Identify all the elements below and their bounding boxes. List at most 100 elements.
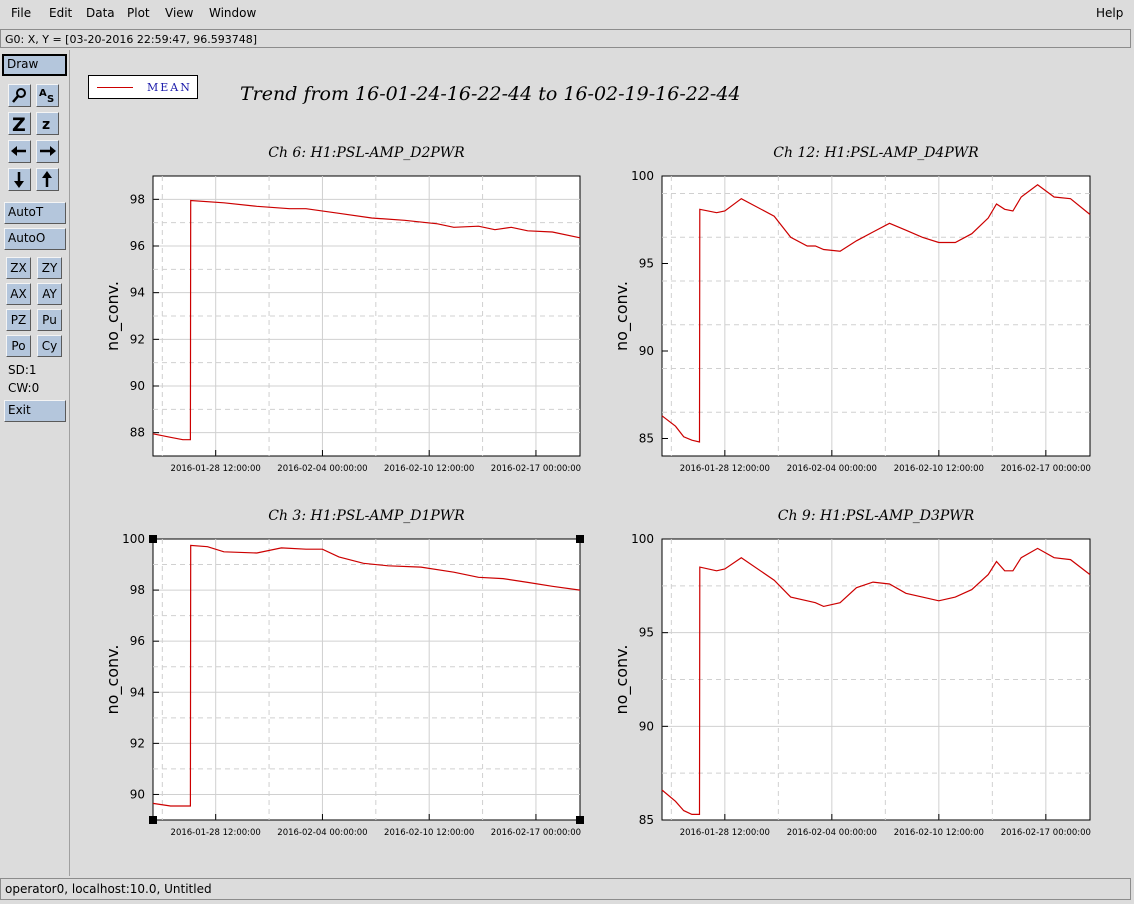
y-axis-label: no_conv. xyxy=(103,645,123,715)
menu-edit[interactable]: Edit xyxy=(49,6,73,20)
pz-button[interactable]: PZ xyxy=(6,309,31,331)
y-axis-label: no_conv. xyxy=(612,281,632,351)
pan-up-button[interactable] xyxy=(36,168,59,191)
magnifier-button[interactable] xyxy=(8,84,31,107)
autoo-button[interactable]: AutoO xyxy=(4,228,66,250)
series-line xyxy=(152,199,581,441)
status-bar: operator0, localhost:10.0, Untitled xyxy=(0,878,1131,900)
selection-handle xyxy=(149,535,157,543)
chart-title: Ch 3: H1:PSL-AMP_D1PWR xyxy=(268,508,465,524)
ax-button[interactable]: AX xyxy=(6,283,31,305)
y-tick-label: 94 xyxy=(130,685,145,699)
menu-plot[interactable]: Plot xyxy=(127,6,150,20)
cy-button[interactable]: Cy xyxy=(37,335,62,357)
y-tick-label: 85 xyxy=(639,813,654,827)
y-tick-label: 96 xyxy=(130,239,145,253)
coordinate-readout: G0: X, Y = [03-20-2016 22:59:47, 96.5937… xyxy=(0,29,1131,48)
autot-button[interactable]: AutoT xyxy=(4,202,66,224)
pan-left-button[interactable] xyxy=(8,140,31,163)
series-line xyxy=(661,547,1091,816)
y-tick-label: 95 xyxy=(639,257,654,271)
menu-file[interactable]: File xyxy=(11,6,32,20)
zy-button[interactable]: ZY xyxy=(37,257,62,279)
menu-window[interactable]: Window xyxy=(209,6,257,20)
x-tick-label: 2016-02-10 12:00:00 xyxy=(894,464,984,474)
svg-text:Z: Z xyxy=(12,114,26,134)
y-tick-label: 85 xyxy=(639,432,654,446)
x-tick-label: 2016-01-28 12:00:00 xyxy=(680,828,770,838)
cw-label: CW:0 xyxy=(8,381,40,395)
selection-handle xyxy=(576,816,584,824)
x-tick-label: 2016-02-04 00:00:00 xyxy=(277,828,367,838)
x-tick-label: 2016-02-10 12:00:00 xyxy=(384,464,474,474)
arrow-left-icon xyxy=(11,146,26,156)
draw-button[interactable]: Draw xyxy=(2,54,67,76)
x-tick-label: 2016-02-17 00:00:00 xyxy=(1001,464,1091,474)
menu-view[interactable]: View xyxy=(165,6,194,20)
chart-title: Ch 12: H1:PSL-AMP_D4PWR xyxy=(773,145,979,161)
series-line xyxy=(661,184,1091,443)
x-tick-label: 2016-02-10 12:00:00 xyxy=(894,828,984,838)
arrow-down-icon xyxy=(14,172,24,188)
x-tick-label: 2016-02-04 00:00:00 xyxy=(277,464,367,474)
x-tick-label: 2016-01-28 12:00:00 xyxy=(171,828,261,838)
zoom-large-button[interactable]: Z xyxy=(8,112,31,136)
arrow-up-icon xyxy=(42,171,52,187)
ay-button[interactable]: AY xyxy=(37,283,62,305)
chart-1: 88 90 92 94 96 98 2016-01-28 12:00:00 2016-02-0… xyxy=(103,145,581,474)
y-tick-label: 90 xyxy=(130,379,145,393)
x-tick-label: 2016-02-04 00:00:00 xyxy=(787,464,877,474)
zoom-large-icon: Z xyxy=(12,114,26,136)
y-tick-label: 92 xyxy=(130,332,145,346)
menu-bar: File Edit Data Plot View Window Help xyxy=(0,0,1134,28)
svg-text:A: A xyxy=(39,88,47,99)
svg-text:S: S xyxy=(47,94,54,105)
chart-3: 90 92 94 96 98 100 2016-01-28 12:00:00 2016-02-… xyxy=(103,508,584,838)
y-tick-label: 98 xyxy=(130,192,145,206)
y-tick-label: 100 xyxy=(122,532,145,546)
svg-text:z: z xyxy=(42,117,50,133)
y-tick-label: 96 xyxy=(130,634,145,648)
chart-title: Ch 9: H1:PSL-AMP_D3PWR xyxy=(778,508,975,524)
x-tick-label: 2016-01-28 12:00:00 xyxy=(680,464,770,474)
menu-help[interactable]: Help xyxy=(1096,6,1124,20)
y-tick-label: 92 xyxy=(130,736,145,750)
x-tick-label: 2016-02-17 00:00:00 xyxy=(491,828,581,838)
y-tick-label: 94 xyxy=(130,286,145,300)
series-line xyxy=(152,544,581,807)
selection-handle xyxy=(149,816,157,824)
y-tick-label: 90 xyxy=(639,719,654,733)
zoom-small-button[interactable]: z xyxy=(36,112,59,135)
y-tick-label: 88 xyxy=(130,426,145,440)
y-tick-label: 98 xyxy=(130,583,145,597)
x-tick-label: 2016-02-10 12:00:00 xyxy=(384,828,474,838)
magnifier-icon xyxy=(12,88,26,103)
exit-button[interactable]: Exit xyxy=(4,400,66,422)
chart-title: Ch 6: H1:PSL-AMP_D2PWR xyxy=(268,145,465,161)
chart-2: 85 90 95 100 2016-01-28 12:00:00 2016-02-04 0… xyxy=(612,145,1091,474)
y-tick-label: 100 xyxy=(631,532,654,546)
y-tick-label: 100 xyxy=(631,169,654,183)
y-axis-label: no_conv. xyxy=(612,645,632,715)
chart-4: 85 90 95 100 2016-01-28 12:00:00 2016-02-04 0… xyxy=(612,508,1091,838)
y-tick-label: 90 xyxy=(639,344,654,358)
pu-button[interactable]: Pu xyxy=(37,309,62,331)
sd-label: SD:1 xyxy=(8,363,37,377)
y-axis-label: no_conv. xyxy=(103,281,123,351)
pan-right-button[interactable] xyxy=(36,140,59,163)
x-tick-label: 2016-02-17 00:00:00 xyxy=(491,464,581,474)
plot-frame xyxy=(661,175,1091,457)
legend: MEAN xyxy=(88,75,198,99)
y-tick-label: 95 xyxy=(639,626,654,640)
zx-button[interactable]: ZX xyxy=(6,257,31,279)
zoom-small-icon: z xyxy=(42,117,50,133)
pan-down-button[interactable] xyxy=(8,168,31,191)
plot-frame xyxy=(152,538,581,821)
arrow-right-icon xyxy=(40,146,56,156)
menu-data[interactable]: Data xyxy=(86,6,115,20)
po-button[interactable]: Po xyxy=(6,335,31,357)
y-tick-label: 90 xyxy=(130,787,145,801)
